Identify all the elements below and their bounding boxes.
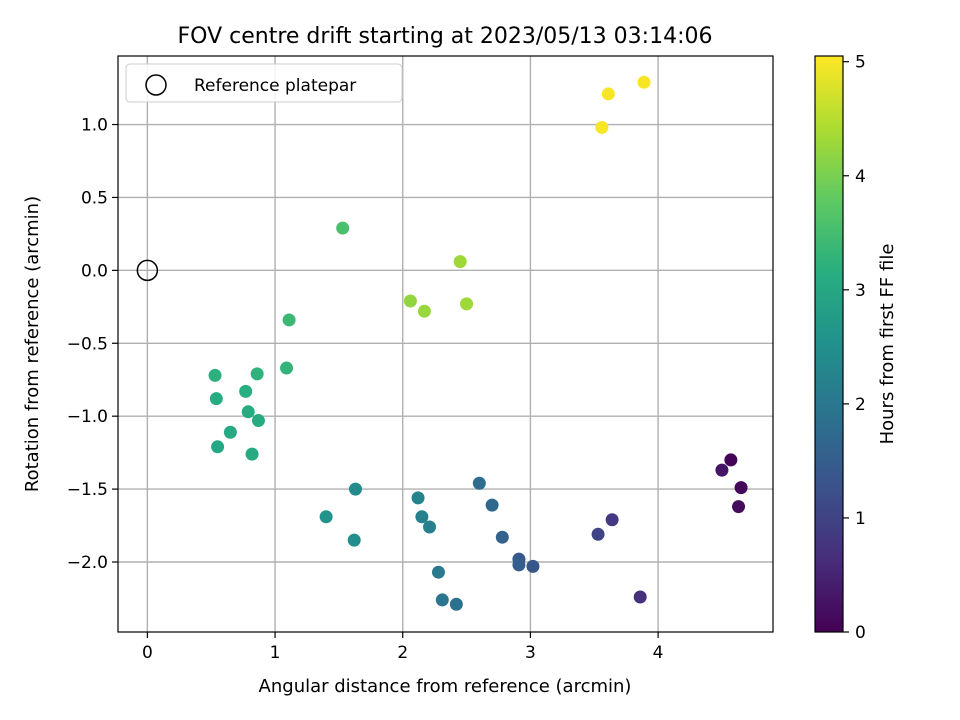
data-point — [431, 565, 445, 579]
y-tick-label: 1.0 — [81, 116, 108, 136]
colorbar-frame — [814, 55, 844, 633]
data-point — [415, 510, 429, 524]
data-points — [208, 75, 748, 611]
data-point — [633, 590, 647, 604]
data-point — [223, 425, 237, 439]
y-axis-label: Rotation from reference (arcmin) — [22, 196, 43, 492]
data-point — [411, 491, 425, 505]
x-tick-label: 3 — [525, 643, 536, 663]
y-tick-label: −1.0 — [67, 407, 108, 427]
y-axis-ticks: 1.0 0.5 0.0 −0.5 −1.0 −1.5 −2.0 — [67, 116, 118, 573]
data-point — [460, 297, 474, 311]
data-point — [512, 558, 526, 572]
x-tick-label: 0 — [142, 643, 153, 663]
y-tick-label: 0.0 — [81, 261, 108, 281]
data-point — [485, 498, 499, 512]
data-point — [526, 559, 540, 573]
data-point — [250, 367, 264, 381]
data-point — [239, 384, 253, 398]
data-point — [435, 593, 449, 607]
legend: Reference platepar — [125, 63, 403, 103]
x-axis-ticks: 0 1 2 3 4 — [142, 632, 664, 663]
data-point — [347, 533, 361, 547]
plot-frame — [117, 55, 774, 633]
data-point — [211, 440, 225, 454]
plot-area — [117, 55, 774, 633]
data-point — [208, 368, 222, 382]
colorbar-tick-label: 0 — [855, 623, 866, 643]
colorbar-ticks: 0 1 2 3 4 5 — [843, 53, 866, 643]
data-point — [251, 414, 265, 428]
colorbar-tick-label: 3 — [855, 281, 866, 301]
data-point — [734, 481, 748, 495]
data-point — [595, 120, 609, 134]
grid — [118, 56, 773, 632]
data-point — [336, 221, 350, 235]
y-tick-label: −2.0 — [67, 553, 108, 573]
colorbar-tick-label: 4 — [855, 167, 866, 187]
colorbar: 0 1 2 3 4 5 Hours from first FF file — [814, 53, 898, 643]
data-point — [724, 453, 738, 467]
data-point — [732, 500, 746, 514]
data-point — [715, 463, 729, 477]
chart-title: FOV centre drift starting at 2023/05/13 … — [178, 24, 713, 49]
data-point — [282, 313, 296, 327]
y-tick-label: 0.5 — [81, 188, 108, 208]
data-point — [241, 405, 255, 419]
data-point — [417, 304, 431, 318]
data-point — [403, 294, 417, 308]
x-tick-label: 4 — [653, 643, 664, 663]
x-tick-label: 2 — [397, 643, 408, 663]
data-point — [637, 75, 651, 89]
colorbar-label: Hours from first FF file — [877, 244, 898, 445]
reference-platepar-marker — [136, 259, 159, 282]
y-tick-label: −0.5 — [67, 334, 108, 354]
data-point — [449, 597, 463, 611]
colorbar-gradient — [815, 56, 843, 632]
y-tick-label: −1.5 — [67, 480, 108, 500]
data-point — [472, 476, 486, 490]
legend-entry-reference: Reference platepar — [194, 76, 356, 96]
data-point — [591, 527, 605, 541]
data-point — [245, 447, 259, 461]
x-axis-label: Angular distance from reference (arcmin) — [259, 676, 632, 697]
data-point — [423, 520, 437, 534]
data-point — [280, 361, 294, 375]
colorbar-tick-label: 5 — [855, 53, 866, 73]
legend-box — [125, 63, 403, 103]
data-point — [319, 510, 333, 524]
data-point — [348, 482, 362, 496]
data-point — [601, 87, 615, 101]
data-point — [495, 530, 509, 544]
data-point — [453, 255, 467, 269]
reference-marker — [136, 259, 159, 282]
x-tick-label: 1 — [270, 643, 281, 663]
colorbar-tick-label: 2 — [855, 395, 866, 415]
data-point — [209, 392, 223, 406]
data-point — [605, 513, 619, 527]
colorbar-tick-label: 1 — [855, 509, 866, 529]
legend-marker-icon — [145, 74, 167, 96]
